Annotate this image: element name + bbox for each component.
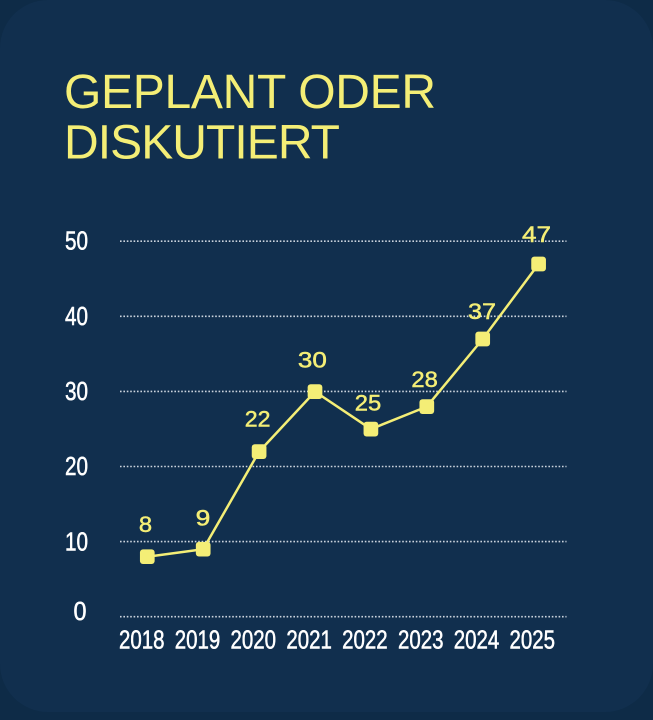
svg-text:2020: 2020: [231, 624, 277, 654]
svg-text:8: 8: [139, 512, 152, 537]
svg-text:GEPLANT ODER: GEPLANT ODER: [64, 66, 436, 119]
svg-text:DISKUTIERT: DISKUTIERT: [64, 117, 340, 170]
svg-text:10: 10: [65, 526, 88, 556]
svg-text:47: 47: [522, 222, 551, 247]
svg-text:2024: 2024: [454, 624, 500, 654]
svg-text:2019: 2019: [175, 624, 221, 654]
svg-text:2021: 2021: [286, 624, 332, 654]
svg-text:50: 50: [65, 226, 88, 256]
svg-text:37: 37: [468, 299, 496, 324]
svg-text:25: 25: [355, 390, 381, 415]
svg-text:2025: 2025: [510, 624, 556, 654]
svg-text:20: 20: [65, 451, 88, 481]
svg-text:0: 0: [74, 596, 87, 626]
svg-text:22: 22: [245, 406, 271, 431]
svg-text:30: 30: [65, 376, 88, 406]
svg-text:30: 30: [298, 348, 327, 373]
svg-text:2018: 2018: [119, 624, 165, 654]
svg-text:40: 40: [65, 301, 88, 331]
svg-text:2022: 2022: [342, 624, 388, 654]
svg-text:9: 9: [196, 506, 211, 531]
svg-text:2023: 2023: [398, 624, 444, 654]
svg-text:28: 28: [411, 367, 437, 392]
